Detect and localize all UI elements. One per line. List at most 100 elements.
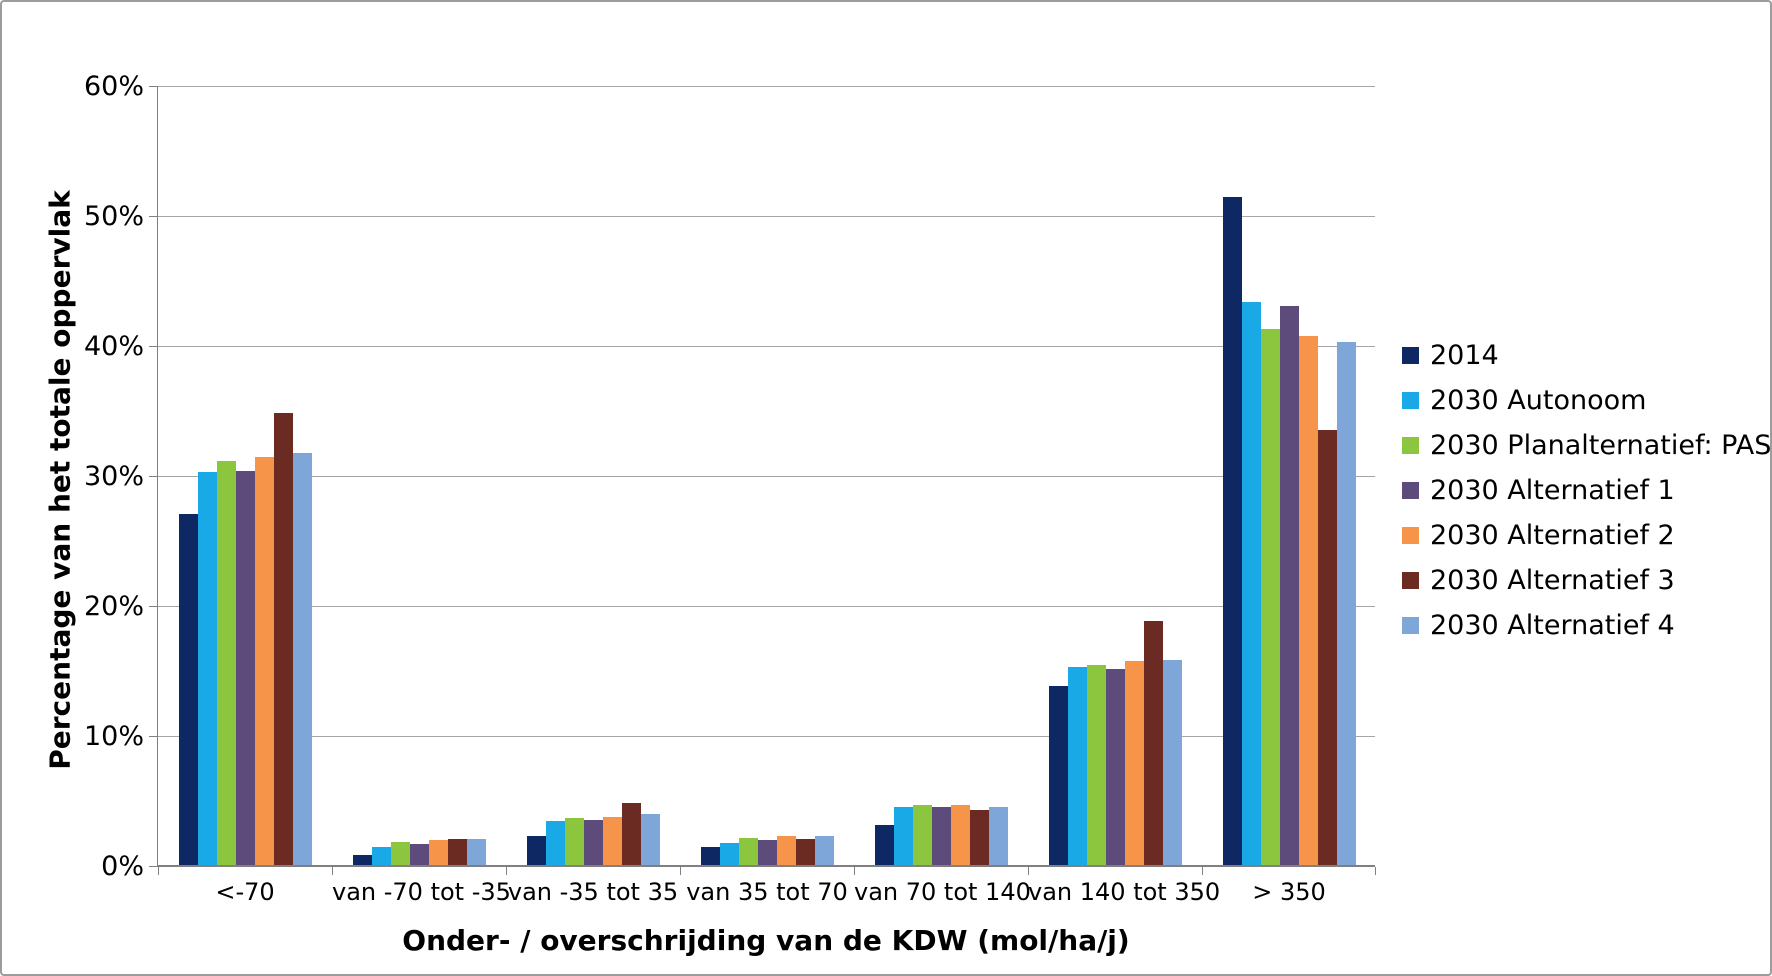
legend-item: 2030 Planalternatief: PAS bbox=[1402, 423, 1771, 468]
y-tick-label: 50% bbox=[83, 201, 144, 232]
legend-swatch-icon bbox=[1402, 527, 1419, 544]
y-tick-label: 10% bbox=[83, 721, 144, 752]
bar-group bbox=[158, 87, 332, 865]
x-axis-tick bbox=[1028, 867, 1029, 875]
bar bbox=[1143, 620, 1163, 865]
gridline bbox=[158, 216, 1375, 217]
legend-label: 2030 Alternatief 2 bbox=[1430, 520, 1675, 551]
bar bbox=[1086, 664, 1106, 865]
y-axis-tick bbox=[149, 606, 158, 607]
gridline bbox=[158, 476, 1375, 477]
x-axis-tick bbox=[854, 867, 855, 875]
legend-item: 2030 Alternatief 4 bbox=[1402, 603, 1771, 648]
y-tick-label: 0% bbox=[101, 851, 144, 882]
bar bbox=[1279, 306, 1299, 865]
category-label: van 140 tot 350 bbox=[1028, 878, 1221, 906]
category-label: <-70 bbox=[215, 878, 275, 906]
bar bbox=[1260, 329, 1280, 865]
bar bbox=[1124, 660, 1144, 865]
bar bbox=[583, 819, 603, 865]
bar bbox=[912, 805, 932, 865]
legend-swatch-icon bbox=[1402, 482, 1419, 499]
bar bbox=[640, 814, 660, 865]
bar bbox=[390, 841, 410, 865]
y-axis-tick bbox=[149, 86, 158, 87]
bar bbox=[1162, 659, 1182, 865]
x-axis-tick bbox=[332, 867, 333, 875]
bar-group bbox=[854, 87, 1028, 865]
legend-label: 2030 Alternatief 1 bbox=[1430, 475, 1675, 506]
y-tick-label: 30% bbox=[83, 461, 144, 492]
legend: 2014 2030 Autonoom 2030 Planalternatief: P… bbox=[1402, 333, 1771, 648]
category-label: > 350 bbox=[1252, 878, 1326, 906]
y-tick-label: 60% bbox=[83, 71, 144, 102]
y-axis-tick bbox=[149, 476, 158, 477]
category-label: van 35 tot 70 bbox=[686, 878, 848, 906]
bar bbox=[1222, 196, 1242, 865]
bar bbox=[1298, 335, 1318, 865]
bar bbox=[254, 456, 274, 865]
bar-group bbox=[1202, 87, 1376, 865]
bar bbox=[564, 818, 584, 865]
bar bbox=[178, 514, 198, 865]
legend-swatch-icon bbox=[1402, 572, 1419, 589]
legend-item: 2014 bbox=[1402, 333, 1771, 378]
y-axis-tick bbox=[149, 866, 158, 867]
y-tick-label: 40% bbox=[83, 331, 144, 362]
bar bbox=[621, 802, 641, 865]
legend-item: 2030 Alternatief 1 bbox=[1402, 468, 1771, 513]
bar bbox=[428, 840, 448, 865]
bar bbox=[235, 471, 255, 865]
legend-label: 2030 Alternatief 3 bbox=[1430, 565, 1675, 596]
legend-label: 2030 Alternatief 4 bbox=[1430, 610, 1675, 641]
bar bbox=[969, 810, 989, 865]
bar bbox=[466, 839, 486, 865]
legend-label: 2030 Autonoom bbox=[1430, 385, 1647, 416]
y-axis-tick bbox=[149, 736, 158, 737]
legend-item: 2030 Autonoom bbox=[1402, 378, 1771, 423]
bar bbox=[1336, 342, 1356, 865]
legend-label: 2014 bbox=[1430, 340, 1499, 371]
bar bbox=[352, 854, 372, 865]
category-label: van -70 tot -35 bbox=[332, 878, 511, 906]
bar bbox=[874, 824, 894, 865]
gridline bbox=[158, 86, 1375, 87]
bar bbox=[545, 820, 565, 865]
bar bbox=[197, 472, 217, 865]
bar bbox=[950, 805, 970, 865]
bar bbox=[602, 816, 622, 865]
bar bbox=[1105, 668, 1125, 865]
y-axis-title: Percentage van het totale oppervlak bbox=[43, 190, 77, 770]
x-axis-tick bbox=[506, 867, 507, 875]
category-label: van -35 tot 35 bbox=[507, 878, 679, 906]
bar bbox=[1317, 429, 1337, 865]
bar bbox=[931, 806, 951, 865]
bar-group bbox=[332, 87, 506, 865]
bar bbox=[216, 460, 236, 865]
bar bbox=[719, 842, 739, 865]
gridline bbox=[158, 606, 1375, 607]
bar bbox=[893, 806, 913, 865]
bar bbox=[738, 837, 758, 865]
gridline bbox=[158, 736, 1375, 737]
bar bbox=[447, 839, 467, 865]
legend-label: 2030 Planalternatief: PAS bbox=[1430, 430, 1772, 461]
legend-item: 2030 Alternatief 2 bbox=[1402, 513, 1771, 558]
bar bbox=[1241, 302, 1261, 865]
bar bbox=[757, 840, 777, 865]
bar-group bbox=[506, 87, 680, 865]
legend-swatch-icon bbox=[1402, 392, 1419, 409]
y-tick-label: 20% bbox=[83, 591, 144, 622]
y-axis-tick bbox=[149, 346, 158, 347]
bar bbox=[526, 836, 546, 865]
x-axis-tick bbox=[1202, 867, 1203, 875]
bar bbox=[814, 836, 834, 865]
bar bbox=[273, 412, 293, 865]
x-axis-title: Onder- / overschrijding van de KDW (mol/… bbox=[402, 924, 1130, 957]
bar bbox=[292, 452, 312, 865]
legend-item: 2030 Alternatief 3 bbox=[1402, 558, 1771, 603]
legend-swatch-icon bbox=[1402, 437, 1419, 454]
plot-area: 0% 10% 20% 30% 40% 50% 60% <-70 van -70 tot -35 v… bbox=[84, 73, 1376, 905]
x-axis-tick bbox=[158, 867, 159, 875]
